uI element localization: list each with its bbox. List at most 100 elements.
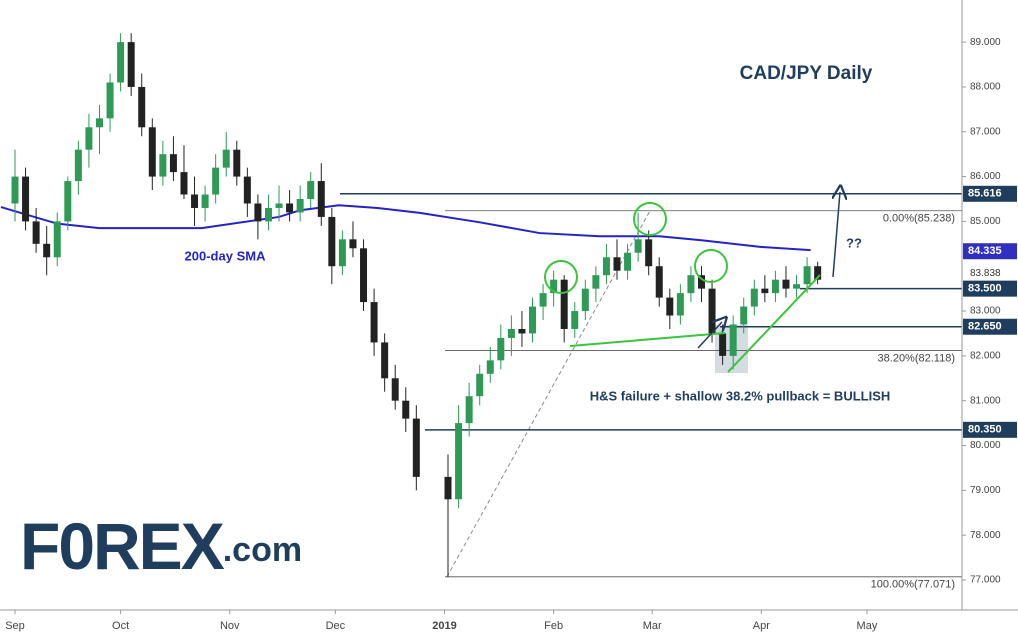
candle-body [338, 239, 346, 267]
candle-body [32, 221, 40, 244]
candle-body [381, 342, 389, 379]
candle-body [771, 279, 779, 294]
x-tick-label: 2019 [432, 620, 456, 632]
fib-label: 38.20%(82.118) [878, 352, 955, 364]
candle-body [708, 288, 716, 334]
candle-body [529, 306, 537, 334]
candle-body [676, 293, 684, 316]
plot-area [0, 33, 962, 578]
x-tick-label: Feb [544, 620, 563, 632]
sma-line [0, 204, 811, 252]
arrow [697, 322, 722, 349]
shoulder-circle [544, 260, 578, 294]
candle-body [550, 279, 558, 294]
candle-body [169, 154, 177, 173]
level-label: 82.650 [968, 321, 1002, 333]
candle-body [476, 373, 484, 397]
level-label: 83.500 [968, 283, 1002, 295]
y-tick-label: 88.000 [970, 82, 1001, 93]
candle-body [750, 288, 758, 307]
candle-body [613, 257, 621, 271]
y-tick-label: 79.000 [970, 485, 1001, 496]
y-tick-label: 83.000 [970, 306, 1001, 317]
candle-body [634, 239, 642, 253]
sma-label: 200-day SMA [185, 248, 267, 263]
candle-body [275, 203, 283, 208]
x-tick-label: Mar [643, 620, 662, 632]
candle-body [349, 239, 357, 249]
logo-suffix: .com [223, 531, 302, 569]
x-tick-label: Nov [220, 620, 240, 632]
candle-body [360, 248, 368, 303]
y-tick-label: 85.000 [970, 216, 1001, 227]
level-label: 84.335 [968, 245, 1002, 257]
level-label: 85.616 [968, 188, 1002, 200]
candle-body [402, 400, 410, 419]
candle-body [391, 378, 399, 401]
candle-body [444, 476, 452, 500]
x-tick-label: Sep [5, 620, 25, 632]
fib-label: 0.00%(85.238) [883, 213, 955, 225]
logo: F0REX.com [20, 509, 302, 583]
candle-body [180, 172, 188, 195]
candle-body [254, 203, 262, 222]
candle-body [127, 42, 135, 87]
head-circle [633, 202, 667, 236]
trend-line [727, 274, 821, 373]
candle-body [666, 297, 674, 316]
candle-body [328, 216, 336, 267]
candle-body [11, 176, 19, 204]
candle-body [22, 176, 30, 222]
candle-body [497, 337, 505, 361]
price-label: 83.838 [970, 268, 1001, 279]
y-tick-label: 78.000 [970, 530, 1001, 541]
candle-body [53, 221, 61, 258]
y-tick-label: 80.000 [970, 440, 1001, 451]
candle-body [486, 360, 494, 374]
candle-body [581, 288, 589, 312]
candle-body [465, 396, 473, 424]
level-box [963, 318, 1017, 335]
candle-body [740, 306, 748, 325]
candle-body [539, 293, 547, 307]
level-box [963, 421, 1017, 438]
candle-body [729, 324, 737, 356]
candle-body [370, 302, 378, 343]
candle-body [655, 266, 663, 298]
candle-body [106, 82, 114, 119]
candle-body [803, 266, 811, 285]
level-label: 80.350 [968, 424, 1002, 436]
shoulder-circle [694, 249, 728, 283]
arrow [833, 192, 840, 278]
y-tick-label: 89.000 [970, 37, 1001, 48]
y-tick-label: 82.000 [970, 351, 1001, 362]
candle-body [602, 257, 610, 276]
level-box [963, 280, 1017, 297]
candle-body [212, 167, 220, 195]
candle-body [159, 154, 167, 177]
logo-brand: F0REX [20, 509, 225, 583]
candle-body [74, 149, 82, 182]
candle-body [201, 194, 209, 208]
candle-body [148, 127, 156, 177]
fib-label: 100.00%(77.071) [871, 579, 955, 591]
y-tick-label: 77.000 [970, 575, 1001, 586]
candle-body [571, 311, 579, 329]
candle-body [719, 333, 727, 356]
candle-body [222, 149, 230, 168]
candle-body [814, 266, 822, 280]
x-tick-label: Dec [326, 620, 346, 632]
candle-body [455, 423, 463, 500]
candle-body [412, 418, 420, 477]
y-tick-label: 81.000 [970, 395, 1001, 406]
candle-body [317, 181, 325, 217]
candle-body [64, 181, 72, 222]
x-tick-label: Oct [112, 620, 129, 632]
candle-body [243, 176, 251, 204]
candle-body [138, 86, 146, 128]
candle-body [687, 275, 695, 294]
candle-body [793, 284, 801, 289]
candle-body [95, 118, 103, 128]
candle-body [85, 127, 93, 150]
